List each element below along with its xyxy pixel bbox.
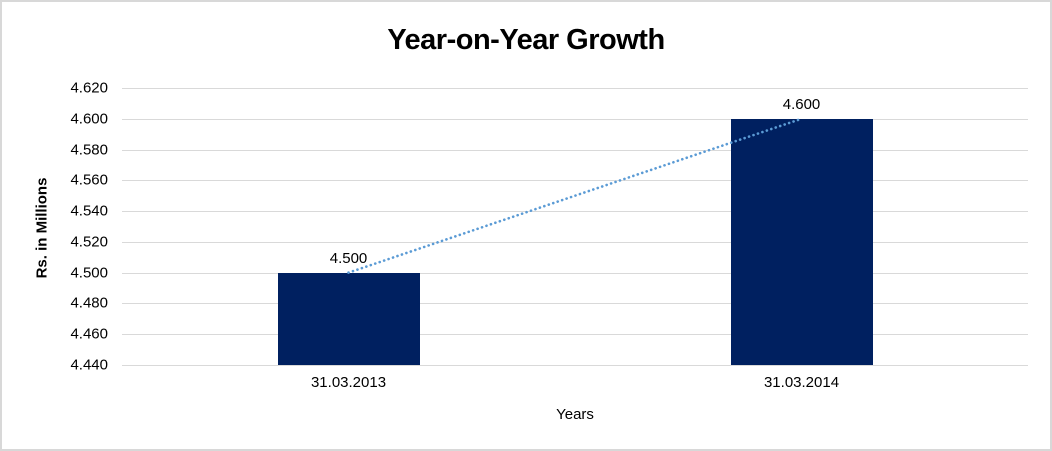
y-tick-label: 4.560 — [70, 171, 108, 189]
gridline — [122, 303, 1028, 304]
x-tick-label: 31.03.2013 — [310, 374, 387, 391]
y-tick-label: 4.480 — [70, 294, 108, 312]
y-tick-label: 4.580 — [70, 141, 108, 159]
gridline — [122, 273, 1028, 274]
chart-title: Year-on-Year Growth — [387, 24, 665, 56]
y-axis-tick-labels: 4.620 4.600 4.580 4.560 4.540 4.520 4.500 4.480… — [2, 80, 108, 374]
y-tick-label: 4.600 — [70, 110, 108, 128]
bar[interactable] — [277, 272, 420, 365]
plot-area: 4.500 4.600 — [122, 88, 1028, 366]
gridline — [122, 88, 1028, 89]
y-tick-label: 4.620 — [70, 79, 108, 97]
gridline — [122, 334, 1028, 335]
y-tick-label: 4.440 — [70, 356, 108, 374]
bar[interactable] — [730, 118, 873, 365]
y-tick-label: 4.520 — [70, 233, 108, 251]
y-tick-label: 4.540 — [70, 202, 108, 220]
y-tick-label: 4.460 — [70, 325, 108, 343]
x-axis-title: Years — [556, 406, 594, 423]
gridline — [122, 150, 1028, 151]
gridline — [122, 180, 1028, 181]
gridline — [122, 211, 1028, 212]
gridline — [122, 242, 1028, 243]
bar-value-label: 4.600 — [782, 95, 821, 113]
x-axis-tick-labels: 31.03.2013 31.03.2014 — [122, 374, 1028, 394]
bar-value-label: 4.500 — [329, 249, 368, 267]
x-tick-label: 31.03.2014 — [763, 374, 840, 391]
gridline — [122, 119, 1028, 120]
gridline — [122, 365, 1028, 366]
trendline[interactable] — [122, 88, 1028, 365]
y-tick-label: 4.500 — [70, 264, 108, 282]
